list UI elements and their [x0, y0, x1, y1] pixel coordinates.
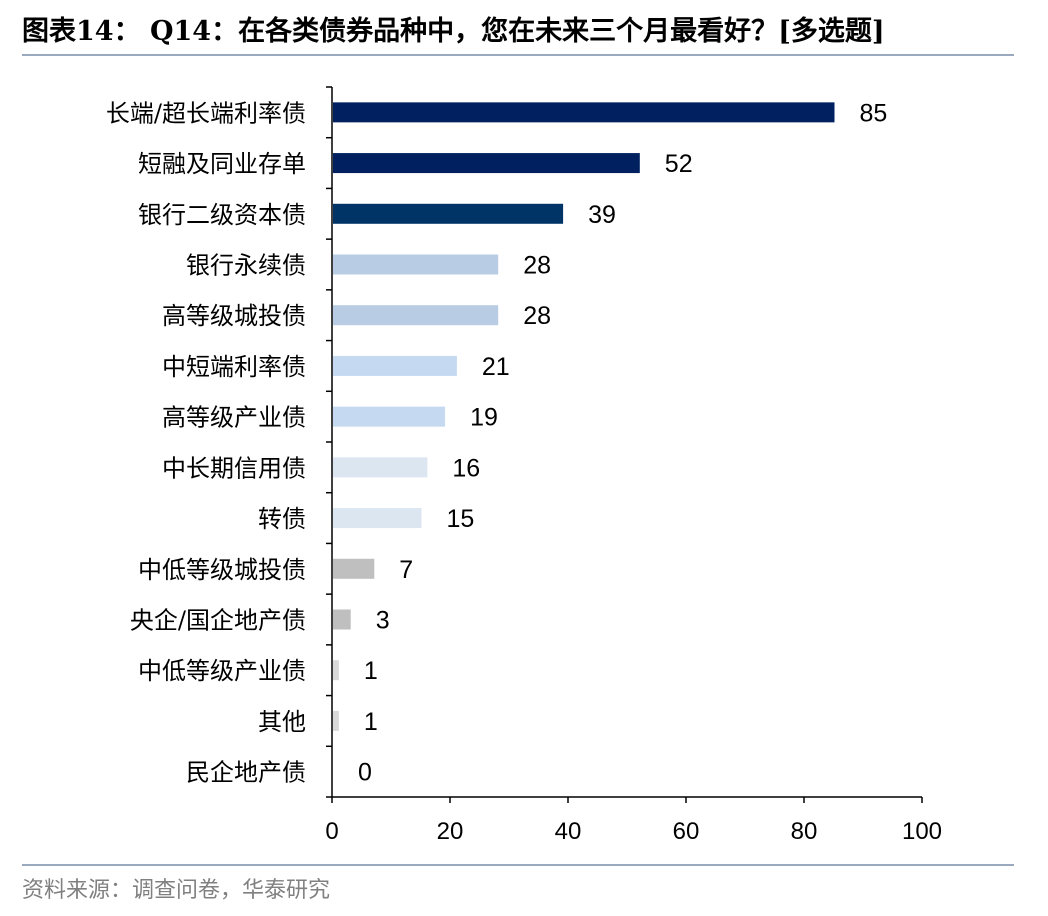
- x-ticks: 0 20 40 60 80 100: [325, 797, 942, 845]
- bar: [333, 203, 564, 224]
- bar: [333, 457, 428, 478]
- category-label: 中短端利率债: [162, 353, 306, 381]
- bar: [333, 609, 351, 630]
- title-divider: [22, 54, 1014, 56]
- category-label: 长端/超长端利率债: [106, 99, 306, 127]
- category-label: 中低等级城投债: [138, 556, 306, 584]
- value-label: 21: [482, 353, 510, 381]
- category-label: 民企地产债: [186, 759, 306, 787]
- value-label: 3: [376, 607, 390, 635]
- category-label: 央企/国企地产债: [130, 607, 306, 635]
- x-tick-label: 100: [902, 818, 942, 845]
- value-label: 28: [523, 252, 551, 280]
- source-note: 资料来源：调查问卷，华泰研究: [22, 878, 331, 903]
- value-label: 19: [470, 404, 498, 432]
- value-label: 15: [447, 505, 475, 533]
- value-label: 1: [364, 657, 378, 685]
- category-labels: 长端/超长端利率债短融及同业存单银行二级资本债银行永续债高等级城投债中短端利率债…: [106, 99, 306, 786]
- bar: [333, 305, 499, 326]
- x-tick-label: 40: [555, 818, 582, 845]
- value-label: 7: [399, 556, 413, 584]
- value-label: 39: [588, 201, 616, 229]
- value-label: 52: [665, 150, 693, 178]
- value-label: 85: [860, 99, 888, 127]
- value-label: 16: [452, 454, 480, 482]
- value-label: 0: [358, 759, 372, 787]
- category-label: 转债: [258, 505, 306, 533]
- category-label: 其他: [258, 708, 306, 736]
- bar: [333, 558, 375, 579]
- x-tick-label: 60: [673, 818, 700, 845]
- source-divider: [22, 864, 1014, 866]
- x-tick-label: 80: [791, 818, 818, 845]
- x-tick-label: 0: [325, 818, 338, 845]
- bar-chart: 长端/超长端利率债短融及同业存单银行二级资本债银行永续债高等级城投债中短端利率债…: [106, 86, 942, 845]
- chart-title: 图表14： Q14：在各类债券品种中，您在未来三个月最看好？[多选题]: [22, 16, 885, 47]
- bar: [333, 355, 457, 376]
- bar: [333, 254, 499, 275]
- value-label: 28: [523, 302, 551, 330]
- bar-group: [333, 102, 835, 731]
- category-label: 高等级城投债: [162, 302, 306, 330]
- bar: [333, 406, 446, 427]
- x-tick-label: 20: [437, 818, 464, 845]
- bar: [333, 508, 422, 529]
- category-label: 中长期信用债: [162, 454, 306, 482]
- bar: [333, 102, 835, 123]
- category-label: 银行二级资本债: [138, 201, 306, 229]
- axes: [326, 86, 922, 798]
- category-label: 短融及同业存单: [138, 150, 306, 178]
- value-labels: 85 52 39 28 28 21 19 16 15 73 1 1 0: [358, 99, 887, 786]
- bar: [333, 710, 339, 731]
- bar: [333, 660, 339, 681]
- value-label: 1: [364, 708, 378, 736]
- bar: [333, 153, 640, 174]
- category-label: 高等级产业债: [162, 404, 306, 432]
- category-label: 中低等级产业债: [138, 657, 306, 685]
- category-label: 银行永续债: [186, 252, 306, 280]
